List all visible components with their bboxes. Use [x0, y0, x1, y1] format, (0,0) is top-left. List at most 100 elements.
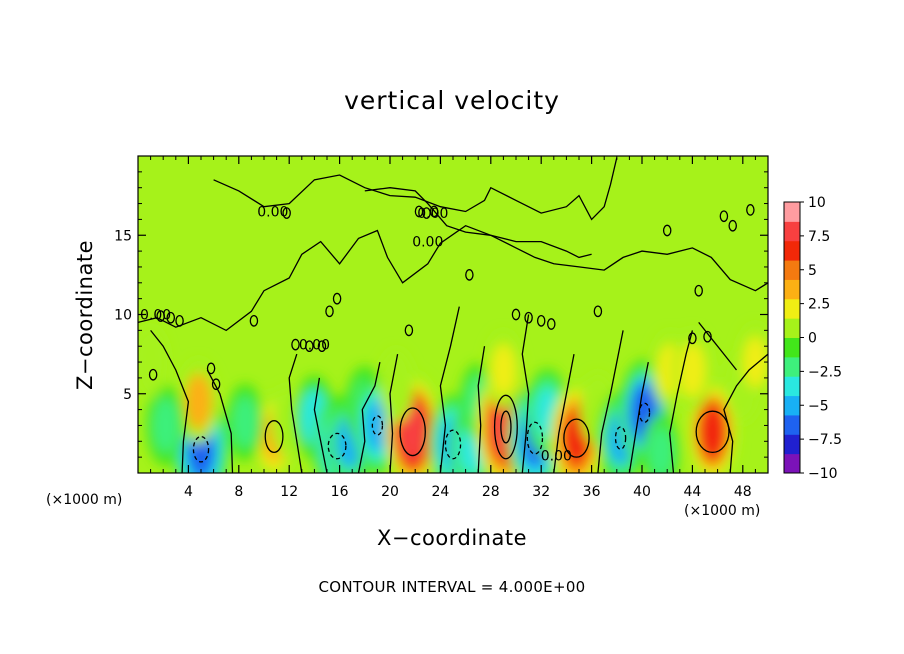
contour-loop-7 [547, 318, 556, 330]
contour-zero-line-16 [723, 353, 768, 473]
field-anomaly-29-level-1 [232, 396, 258, 449]
contour-loop-10 [175, 314, 184, 327]
y-tick-label-2: 15 [114, 228, 132, 244]
contour-loop-9 [166, 311, 176, 324]
contour-loop-4 [511, 308, 521, 321]
contour-zero-line-7 [357, 361, 381, 473]
contour-loop-24 [703, 330, 712, 343]
x-tick-label-8: 36 [583, 484, 601, 500]
contour-cell-9 [526, 421, 544, 455]
contour-zero-line-10 [477, 346, 486, 473]
colorbar-swatch-10 [784, 260, 800, 280]
contour-labels: 0.00 0.00 0.00 0.00 0.00 0.00 [140, 204, 572, 464]
contour-interval-label: CONTOUR INTERVAL = 4.000E+00 [318, 578, 586, 596]
contour-zero-line-2 [364, 187, 592, 259]
contour-zero-line-17 [698, 321, 738, 371]
contour-loop-21 [404, 324, 414, 337]
x-axis-label: X−coordinate [377, 526, 527, 550]
contour-loop-18 [325, 305, 334, 318]
field-anomaly-9-level-4 [399, 403, 427, 461]
contour-cell-2 [500, 410, 512, 444]
contour-cell-5 [264, 420, 284, 454]
x-tick-label-7: 32 [532, 484, 550, 500]
x-unit-label-right: (×1000 m) [684, 503, 761, 519]
contour-loop-3 [282, 207, 291, 219]
contour-zero-line-5 [288, 353, 303, 473]
contour-zero-line-11 [521, 314, 530, 473]
contour-zero-line-4 [206, 369, 234, 473]
x-tick-label-11: 48 [734, 484, 752, 500]
contour-label-5: 0.00 [541, 449, 572, 465]
contour-cell-8 [444, 429, 462, 460]
chart-title: vertical velocity [344, 86, 560, 115]
contour-label-2: 0.00 [412, 235, 443, 251]
contour-loop-27 [148, 368, 158, 381]
contour-zero-line-1 [213, 157, 618, 221]
x-unit-label-left: (×1000 m) [46, 492, 123, 508]
x-tick-label-9: 40 [633, 484, 651, 500]
colorbar-label-7: −7.5 [808, 432, 842, 448]
contour-loop-17 [662, 224, 672, 237]
x-tick-label-5: 24 [431, 484, 449, 500]
colorbar-swatch-8 [784, 298, 800, 319]
contour-cell-0 [399, 407, 426, 457]
contour-loop-8 [156, 310, 165, 322]
contour-cell-7 [327, 432, 347, 460]
contour-zero-line-0 [138, 224, 768, 332]
colorbar-swatch-9 [784, 279, 800, 300]
contour-cell-3 [563, 418, 590, 458]
contour-cell-11 [638, 402, 651, 423]
field-anomaly-1-level-1 [184, 373, 213, 431]
colorbar-label-5: −2.5 [808, 364, 842, 380]
x-tick-label-0: 4 [184, 484, 193, 500]
contour-loop-5 [524, 311, 533, 324]
colorbar-label-6: −5 [808, 398, 829, 414]
colorbar-label-2: 5 [808, 263, 817, 279]
contour-loop-23 [688, 332, 697, 345]
y-tick-label-1: 10 [114, 308, 132, 324]
colorbar-swatch-1 [784, 434, 800, 455]
contour-loop-14 [719, 210, 729, 223]
contour-loop-26 [211, 378, 221, 391]
field-anomaly-27-level-1 [743, 336, 768, 388]
contour-cell-4 [695, 410, 730, 454]
contour-loop-28 [694, 284, 703, 297]
contour-loop-25 [206, 362, 216, 375]
contour-zero-line-12 [553, 353, 575, 473]
contour-cell-12 [371, 415, 384, 436]
colorbar-label-8: −10 [808, 466, 838, 482]
x-tick-label-1: 8 [234, 484, 243, 500]
contour-loop-22 [593, 305, 603, 318]
contour-loop-2 [429, 205, 439, 218]
x-tick-label-6: 28 [482, 484, 500, 500]
colorbar-label-0: 10 [808, 195, 826, 211]
colorbar-swatch-13 [784, 202, 800, 222]
contour-loop-12 [305, 340, 314, 353]
colorbar-swatch-0 [784, 453, 800, 474]
colorbar-swatch-4 [784, 376, 800, 397]
colorbar-swatch-7 [784, 318, 800, 338]
y-axis-ticks: 5 10 15 [114, 171, 768, 458]
contour-loop-19 [332, 292, 342, 305]
colorbar-label-4: 0 [808, 331, 817, 347]
x-tick-label-2: 12 [280, 484, 298, 500]
contour-lines [138, 157, 768, 473]
colorbar-swatch-5 [784, 356, 800, 377]
field-anomaly-15-level-1 [490, 344, 516, 396]
colorbar-swatch-12 [784, 221, 800, 242]
contour-label-3: 0.00 [140, 308, 171, 324]
contour-cell-6 [192, 435, 210, 463]
colorbar-label-1: 7.5 [808, 229, 830, 245]
x-tick-label-4: 20 [381, 484, 399, 500]
colorbar-swatch-11 [784, 240, 800, 261]
y-tick-label-0: 5 [123, 387, 132, 403]
colorbar-label-3: 2.5 [808, 297, 830, 313]
contour-zero-line-9 [439, 306, 460, 473]
contour-zero-line-6 [313, 377, 328, 473]
contour-loop-6 [536, 314, 546, 327]
contour-zero-line-15 [669, 330, 694, 473]
contour-label-4: 0.00 [299, 338, 330, 354]
colorbar-swatch-6 [784, 337, 800, 358]
contour-loop-11 [291, 338, 300, 351]
